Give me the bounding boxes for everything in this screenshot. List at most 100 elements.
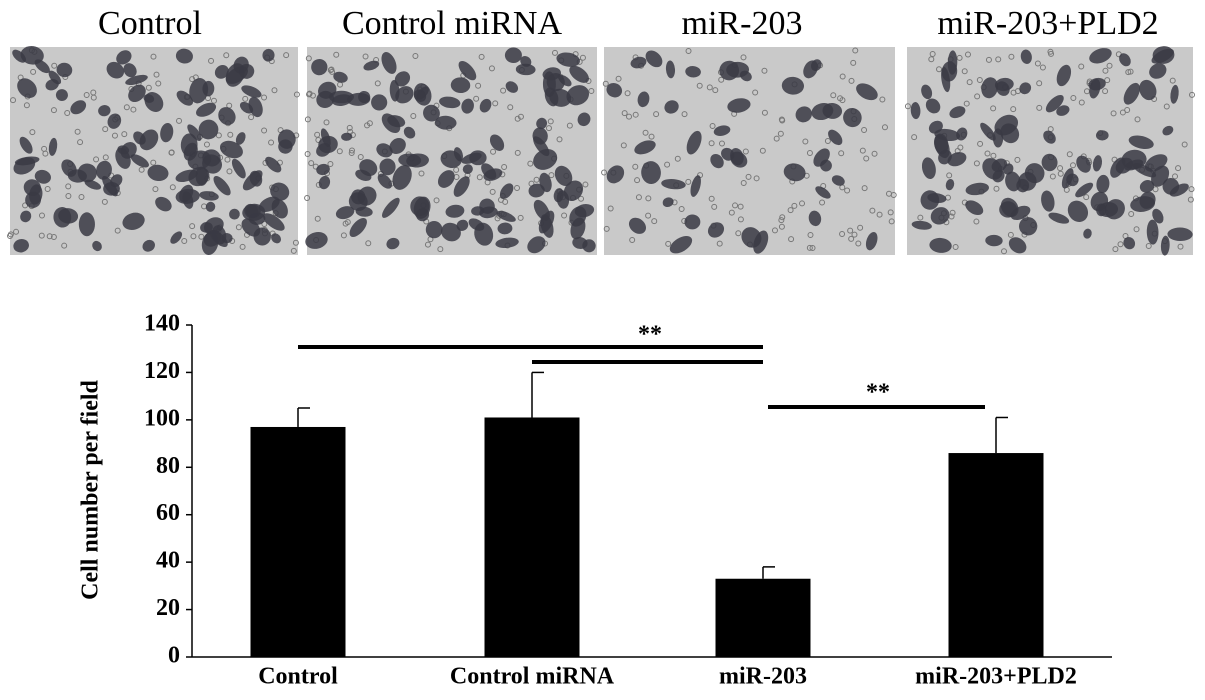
error-bar <box>297 407 310 427</box>
bar <box>250 426 346 657</box>
pore <box>778 116 785 123</box>
cell <box>481 163 497 180</box>
pore <box>290 247 297 254</box>
pore <box>929 51 936 58</box>
bar <box>715 578 811 657</box>
cell <box>527 236 546 254</box>
pore <box>489 188 496 195</box>
pore <box>545 125 552 132</box>
cell <box>1162 177 1180 195</box>
cell <box>450 77 471 94</box>
pore <box>1188 91 1195 98</box>
pore <box>176 117 183 124</box>
pore <box>227 131 234 138</box>
cell <box>930 207 950 225</box>
cell <box>461 152 482 164</box>
pore <box>527 160 534 167</box>
pore <box>1145 242 1152 249</box>
cell <box>641 161 661 184</box>
cell <box>387 115 406 128</box>
cell <box>461 98 474 114</box>
cell <box>48 70 62 85</box>
pore <box>517 214 524 221</box>
cell <box>115 147 131 169</box>
cell <box>392 165 412 190</box>
pore <box>23 102 30 109</box>
pore <box>936 66 943 73</box>
pore <box>838 150 845 157</box>
pore <box>582 181 589 188</box>
cell <box>48 137 58 156</box>
pore <box>410 113 417 120</box>
pore <box>374 80 381 87</box>
pore <box>990 105 997 112</box>
cell <box>199 191 219 201</box>
pore <box>77 139 84 146</box>
cell <box>1124 159 1144 171</box>
pore <box>150 159 157 166</box>
x-tick-label: miR-203 <box>719 664 807 690</box>
cell <box>453 176 470 197</box>
pore <box>101 198 108 205</box>
pore <box>1172 173 1179 180</box>
pore <box>208 57 215 64</box>
pore <box>791 202 798 209</box>
cell <box>241 85 262 98</box>
cell <box>341 132 353 141</box>
pore <box>664 161 671 168</box>
cell <box>311 58 328 76</box>
pore <box>819 199 826 206</box>
cell <box>25 191 42 208</box>
pore <box>579 54 586 61</box>
pore <box>626 113 633 120</box>
cell <box>130 154 149 168</box>
pore <box>424 241 431 248</box>
cell <box>395 86 414 104</box>
pore <box>1000 248 1007 255</box>
cell <box>381 52 397 74</box>
cell <box>1005 171 1021 192</box>
pore <box>740 179 747 186</box>
cell <box>577 112 591 127</box>
pore <box>1066 151 1073 158</box>
cell <box>1167 227 1193 242</box>
pore <box>30 68 37 75</box>
cell <box>741 227 762 248</box>
cell <box>1119 53 1131 67</box>
pore <box>7 231 14 238</box>
cell <box>144 92 164 112</box>
pore <box>706 84 713 91</box>
pore <box>887 209 894 216</box>
cell <box>727 98 751 113</box>
cell <box>994 114 1019 136</box>
pore <box>293 91 300 98</box>
pore <box>271 87 278 94</box>
pore <box>674 155 681 162</box>
cell <box>386 237 400 250</box>
pore <box>1124 107 1131 114</box>
cell <box>544 87 559 107</box>
cell <box>911 220 932 230</box>
pore <box>153 71 160 78</box>
cell <box>929 237 952 253</box>
pore <box>857 224 864 231</box>
pore <box>333 51 340 58</box>
cell <box>458 60 477 81</box>
cell <box>533 199 550 221</box>
cell <box>382 197 400 218</box>
significance-lines <box>298 345 985 409</box>
pore <box>1083 194 1090 201</box>
pore <box>1187 196 1194 203</box>
cell <box>320 128 331 147</box>
cell <box>14 156 40 166</box>
pore <box>740 54 747 61</box>
pore <box>737 203 744 210</box>
pore <box>985 56 992 63</box>
cell <box>358 90 371 104</box>
pore <box>976 77 983 84</box>
x-tick-label: Control miRNA <box>450 664 615 690</box>
cell <box>1139 191 1156 209</box>
cell <box>122 212 145 230</box>
pore <box>665 240 672 247</box>
cell <box>175 48 193 64</box>
